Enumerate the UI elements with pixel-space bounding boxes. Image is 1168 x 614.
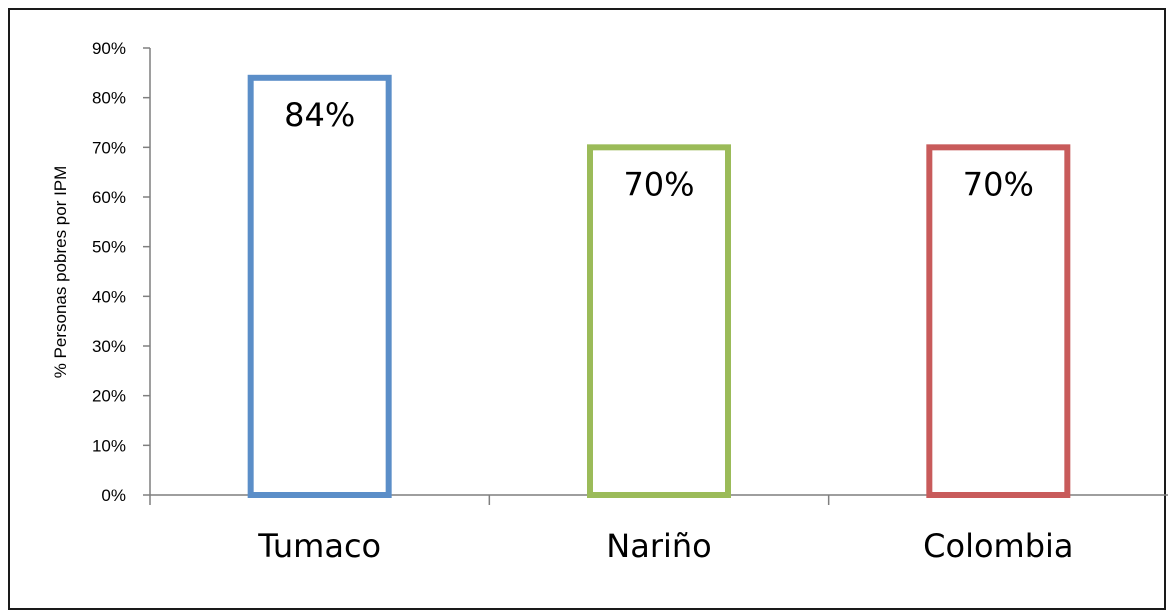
y-tick-label: 80%: [92, 89, 126, 108]
y-tick-label: 10%: [92, 436, 126, 455]
y-tick-label: 90%: [92, 39, 126, 58]
y-tick-label: 20%: [92, 387, 126, 406]
y-tick-label: 70%: [92, 138, 126, 157]
bar: [247, 74, 392, 499]
data-label: 70%: [623, 165, 694, 203]
y-axis-label: % Personas pobres por IPM: [51, 166, 70, 379]
y-tick-label: 60%: [92, 188, 126, 207]
x-tick-label: Nariño: [606, 527, 711, 565]
data-label: 70%: [963, 165, 1034, 203]
x-tick-label: Colombia: [923, 527, 1073, 565]
bar: [926, 144, 1071, 498]
y-tick-label: 40%: [92, 287, 126, 306]
data-label: 84%: [284, 96, 355, 134]
y-tick-label: 30%: [92, 337, 126, 356]
y-axis: 0% 10% 20% 30% 40% 50% 60% 70% 80% 90%: [92, 39, 151, 505]
x-tick-label: Tumaco: [257, 527, 381, 565]
y-tick-label: 0%: [101, 486, 126, 505]
labels: 84% Tumaco 70% Nariño 70% Colombia: [257, 96, 1073, 565]
bar: [587, 144, 731, 498]
y-tick-label: 50%: [92, 238, 126, 257]
bars: [247, 74, 1071, 499]
